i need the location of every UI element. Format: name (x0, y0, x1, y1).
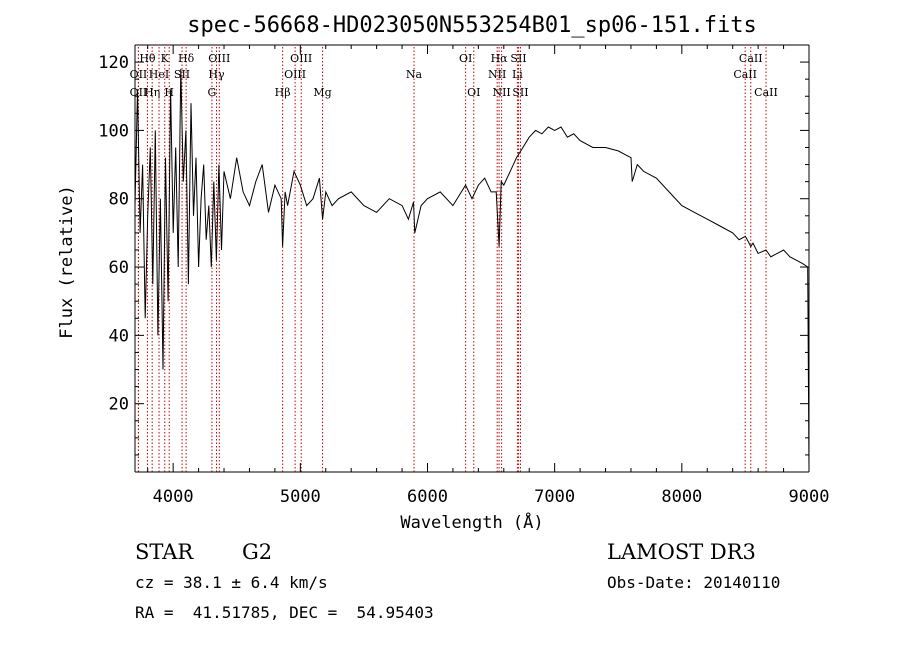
line-label: CaII (754, 86, 778, 99)
line-label: Na (406, 68, 423, 81)
line-label: Hθ (139, 52, 156, 65)
x-tick-label: 8000 (661, 487, 702, 507)
line-label: G (208, 86, 217, 99)
x-axis-label: Wavelength (Å) (400, 511, 543, 533)
line-label: Hδ (178, 52, 195, 65)
line-label: Mg (313, 86, 331, 99)
y-axis-label: Flux (relative) (57, 185, 77, 339)
line-label: Hβ (275, 86, 291, 99)
obs-date: Obs-Date: 20140110 (607, 573, 781, 592)
line-label: Hη (144, 86, 160, 99)
x-tick-label: 7000 (534, 487, 575, 507)
line-label: NII (488, 68, 506, 81)
survey-label: LAMOST DR3 (607, 540, 756, 564)
y-tick-label: 40 (109, 326, 129, 346)
line-label: Li (512, 68, 523, 81)
y-tick-label: 100 (98, 121, 129, 141)
line-label: SII (512, 86, 528, 99)
line-label: K (161, 52, 170, 65)
y-tick-label: 120 (98, 53, 129, 73)
line-label: OI (459, 52, 472, 65)
line-label: OIII (290, 52, 312, 65)
line-label: Hα (491, 52, 509, 65)
line-label: OIII (208, 52, 230, 65)
x-tick-label: 4000 (153, 487, 194, 507)
subclass: G2 (242, 540, 273, 564)
line-label: OI (467, 86, 480, 99)
line-label: OII (130, 86, 148, 99)
line-label: SII (174, 68, 190, 81)
line-label: NII (492, 86, 510, 99)
line-label: H (164, 86, 174, 99)
line-label: HeI (149, 68, 169, 81)
y-tick-label: 60 (109, 258, 129, 278)
line-label: CaII (733, 68, 757, 81)
coordinates: RA = 41.51785, DEC = 54.95403 (135, 603, 434, 622)
line-label: OIII (284, 68, 306, 81)
x-tick-label: 9000 (789, 487, 830, 507)
y-tick-label: 80 (109, 190, 129, 210)
line-label: OII (130, 68, 148, 81)
line-label: SII (510, 52, 526, 65)
object-type: STAR (135, 540, 194, 564)
y-tick-label: 20 (109, 395, 129, 415)
redshift-readout: cz = 38.1 ± 6.4 km/s (135, 573, 328, 592)
chart-title: spec-56668-HD023050N553254B01_sp06-151.f… (187, 13, 757, 38)
line-label: Hγ (208, 68, 225, 81)
x-tick-label: 6000 (407, 487, 448, 507)
spectrum-series-line (134, 68, 810, 473)
x-tick-label: 5000 (280, 487, 321, 507)
line-label: CaII (739, 52, 763, 65)
